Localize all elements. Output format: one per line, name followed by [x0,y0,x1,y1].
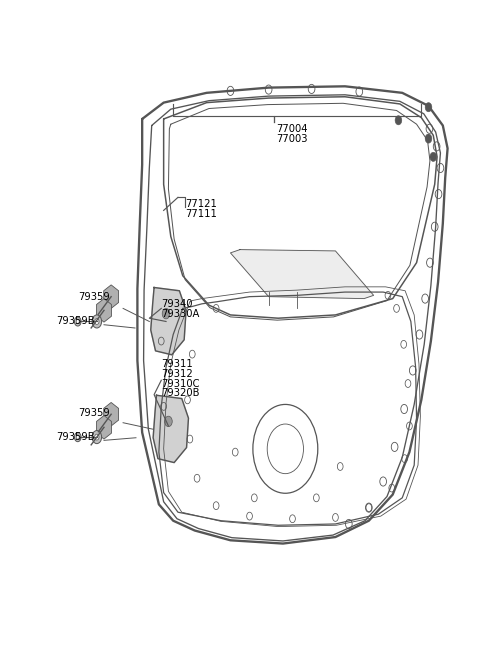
Circle shape [95,434,99,440]
Circle shape [76,435,79,439]
Polygon shape [153,396,189,462]
Text: 79340: 79340 [161,299,193,309]
Circle shape [425,134,432,143]
Circle shape [425,102,432,112]
Circle shape [76,319,79,323]
Text: 79359B: 79359B [56,432,95,442]
Text: 77003: 77003 [276,134,307,144]
Polygon shape [151,287,186,355]
Polygon shape [230,250,373,298]
Text: 77111: 77111 [185,209,217,218]
Text: 79311: 79311 [161,359,193,369]
Circle shape [74,317,81,326]
Text: 79312: 79312 [161,369,193,379]
Text: 79359B: 79359B [56,316,95,327]
Polygon shape [96,415,111,439]
Circle shape [430,152,437,161]
Text: 79330A: 79330A [161,308,200,319]
Circle shape [92,315,102,328]
Polygon shape [104,403,119,426]
Polygon shape [104,285,119,308]
Circle shape [74,432,81,441]
Circle shape [162,308,170,319]
Circle shape [165,416,172,426]
Text: 79320B: 79320B [161,388,200,398]
Text: 77121: 77121 [185,199,217,209]
Text: 77004: 77004 [276,124,307,134]
Circle shape [95,319,99,325]
Circle shape [395,115,402,125]
Polygon shape [96,298,111,322]
Text: 79359: 79359 [78,292,109,302]
Circle shape [92,430,102,443]
Text: 79359: 79359 [78,408,109,418]
Text: 79310C: 79310C [161,379,200,388]
